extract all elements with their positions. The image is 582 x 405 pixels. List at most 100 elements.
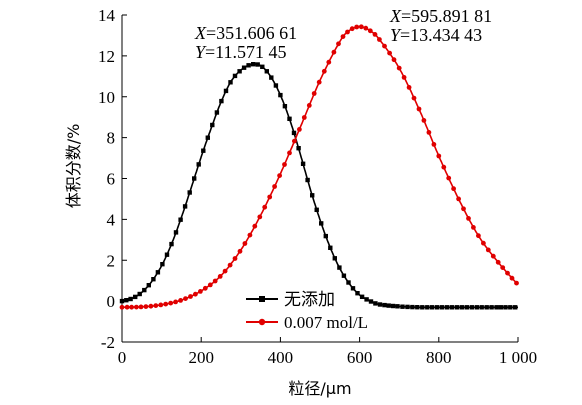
data-point [435, 305, 440, 310]
data-point [395, 304, 400, 309]
data-point [425, 305, 430, 310]
data-point [163, 301, 169, 307]
data-point [169, 241, 174, 247]
data-point [282, 162, 287, 167]
data-point [269, 75, 274, 80]
data-point [212, 278, 218, 284]
data-point [331, 49, 337, 55]
data-point [430, 305, 435, 310]
peak-annotation-1: X=595.891 81Y=13.434 43 [389, 6, 492, 45]
data-point [436, 153, 442, 159]
data-point [359, 294, 365, 299]
data-point [262, 204, 268, 210]
data-point [151, 277, 156, 282]
x-axis-label: 粒径/μm [288, 379, 351, 398]
y-axis-label: 体积分数/% [64, 124, 83, 209]
data-point [350, 286, 356, 291]
data-point [210, 122, 215, 128]
data-point [498, 305, 503, 310]
peak-annotation-line: X=595.891 81 [389, 6, 492, 26]
peak-annotation-line: X=351.606 61 [194, 23, 297, 43]
data-point [456, 196, 461, 202]
data-point [143, 304, 149, 309]
y-tick-label: 0 [107, 292, 116, 311]
data-point [264, 69, 269, 74]
data-point [345, 29, 350, 35]
data-point [202, 285, 208, 291]
data-point [451, 186, 456, 192]
data-point [310, 193, 315, 198]
series-0 [119, 62, 518, 310]
data-point [314, 207, 319, 212]
data-point [484, 305, 489, 310]
legend-label-1: 0.007 mol/L [284, 313, 368, 332]
data-point [148, 303, 154, 309]
data-point [449, 305, 455, 310]
y-tick-label: 6 [107, 170, 116, 189]
data-point [241, 65, 247, 70]
data-point [341, 273, 347, 278]
y-tick-label: -2 [101, 333, 115, 352]
data-point [508, 305, 513, 310]
data-point [337, 265, 342, 270]
data-point [164, 252, 170, 257]
data-point [134, 304, 139, 310]
data-point [461, 206, 466, 212]
data-point [354, 24, 360, 30]
data-point [420, 305, 425, 310]
data-point [514, 280, 519, 286]
data-point [387, 50, 392, 56]
data-point [377, 302, 383, 307]
data-point [495, 259, 501, 265]
data-point [305, 177, 310, 183]
legend: 无添加 0.007 mol/L [246, 290, 368, 332]
data-point [332, 256, 337, 261]
data-point [296, 146, 301, 151]
data-point [292, 138, 297, 144]
data-point [426, 130, 432, 135]
x-tick-label: 600 [347, 348, 373, 367]
data-point [173, 299, 179, 305]
data-point [406, 85, 412, 90]
data-point [377, 37, 382, 42]
data-point [255, 62, 260, 67]
legend-marker-0 [259, 296, 265, 302]
data-point [505, 270, 510, 276]
x-tick-label: 400 [268, 348, 294, 367]
data-point [142, 287, 147, 293]
data-point [282, 104, 288, 109]
data-point [439, 305, 445, 310]
data-point [368, 299, 374, 304]
data-point [146, 283, 151, 288]
data-point [155, 270, 161, 275]
data-point [494, 305, 499, 310]
data-point [479, 305, 484, 310]
data-point [301, 115, 307, 120]
data-point [297, 126, 302, 132]
data-point [410, 304, 415, 310]
data-point [346, 280, 351, 285]
data-point [513, 305, 518, 310]
data-point [396, 65, 402, 71]
data-point [471, 225, 476, 230]
data-point [201, 148, 206, 153]
data-point [237, 69, 242, 74]
data-point [421, 118, 427, 123]
data-point [311, 91, 317, 96]
y-tick-label: 10 [98, 88, 115, 107]
data-point [278, 92, 283, 98]
data-point [431, 142, 437, 147]
data-point [124, 298, 129, 303]
data-point [367, 28, 373, 34]
y-tick-label: 2 [107, 251, 116, 270]
data-point [246, 63, 251, 68]
data-point [222, 268, 228, 274]
data-point [444, 305, 450, 310]
data-point [363, 25, 369, 31]
series-markers-1 [119, 24, 519, 310]
data-point [509, 275, 515, 281]
data-point [400, 304, 405, 309]
data-point [193, 291, 198, 297]
data-point [469, 305, 474, 310]
